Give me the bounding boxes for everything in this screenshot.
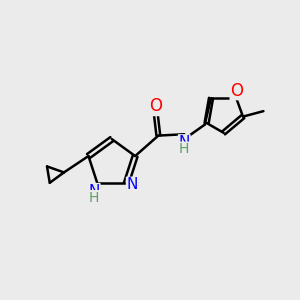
Text: H: H	[179, 142, 189, 156]
Text: N: N	[178, 135, 190, 150]
Text: O: O	[230, 82, 243, 100]
Text: H: H	[89, 191, 99, 205]
Text: N: N	[88, 184, 100, 199]
Text: N: N	[127, 177, 138, 192]
Text: O: O	[149, 98, 162, 116]
